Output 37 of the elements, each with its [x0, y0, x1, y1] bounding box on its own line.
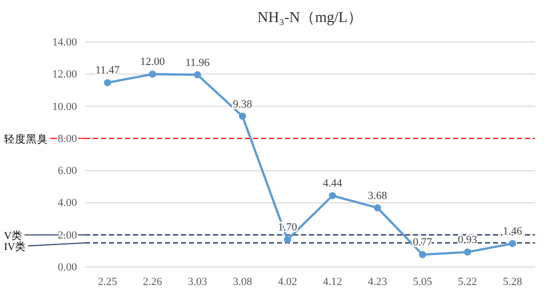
x-tick-label: 5.05	[412, 276, 433, 288]
point	[148, 70, 156, 78]
data-label: 3.68	[368, 190, 388, 202]
point	[284, 236, 292, 244]
ref-line-label: IV类	[4, 240, 26, 253]
x-tick-label: 4.02	[278, 276, 298, 288]
y-tick-label: 0.00	[58, 262, 78, 274]
ref-line-label: V类	[4, 228, 23, 242]
point	[374, 204, 382, 212]
y-tick-label: 4.00	[58, 197, 78, 210]
data-label: 12.00	[140, 56, 166, 68]
point	[104, 79, 112, 86]
y-tick-label: 12.00	[52, 68, 78, 81]
y-tick-label: 10.00	[52, 100, 78, 113]
point	[508, 240, 516, 248]
point	[418, 251, 426, 258]
data-label: 11.47	[95, 64, 120, 77]
y-tick-label: 14.00	[52, 36, 78, 49]
x-tick-label: 2.25	[98, 276, 118, 288]
ref-line-label: 轻度黑臭	[4, 132, 48, 146]
point	[328, 192, 336, 200]
chart-title: NH₃-N（mg/L）	[257, 10, 363, 26]
data-label: 9.38	[232, 98, 253, 110]
data-label: 4.44	[322, 178, 343, 190]
x-tick-label: 2.26	[142, 276, 163, 288]
point	[464, 248, 472, 256]
point	[238, 112, 246, 120]
y-tick-label: 6.00	[58, 165, 78, 178]
x-tick-label: 5.28	[502, 276, 523, 288]
data-label: 0.93	[458, 234, 478, 246]
x-tick-label: 4.23	[368, 276, 388, 288]
x-tick-label: 4.12	[322, 276, 342, 288]
data-label: 11.96	[185, 56, 210, 69]
x-tick-label: 3.03	[188, 276, 208, 288]
x-tick-label: 5.22	[458, 276, 478, 288]
point	[194, 71, 202, 78]
x-tick-label: 3.08	[232, 276, 253, 288]
